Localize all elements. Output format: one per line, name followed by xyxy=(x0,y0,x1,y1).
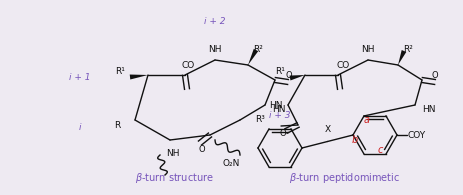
Text: i + 2: i + 2 xyxy=(204,18,226,27)
Text: i + 3: i + 3 xyxy=(269,111,291,120)
Text: i: i xyxy=(79,123,81,132)
Text: HN: HN xyxy=(422,105,436,114)
Text: c: c xyxy=(377,145,383,155)
Text: O: O xyxy=(286,71,292,80)
Text: R¹: R¹ xyxy=(115,67,125,76)
Text: CO: CO xyxy=(181,60,194,69)
Text: NH: NH xyxy=(166,150,180,159)
Text: O: O xyxy=(432,71,438,80)
Polygon shape xyxy=(398,50,407,65)
Text: b: b xyxy=(352,135,358,145)
Text: a: a xyxy=(364,115,370,125)
Polygon shape xyxy=(130,74,148,80)
Text: CO: CO xyxy=(337,60,350,69)
Text: COY: COY xyxy=(408,130,426,139)
Text: R²: R² xyxy=(403,45,413,54)
Text: HN: HN xyxy=(272,105,286,114)
Text: X: X xyxy=(325,125,331,134)
Text: i + 1: i + 1 xyxy=(69,74,91,82)
Text: HN: HN xyxy=(269,100,283,110)
Text: NH: NH xyxy=(208,45,222,54)
Text: NH: NH xyxy=(361,45,375,54)
Text: $\it{\beta}$-turn peptidomimetic: $\it{\beta}$-turn peptidomimetic xyxy=(289,171,400,185)
Text: R¹: R¹ xyxy=(275,67,285,76)
Text: R²: R² xyxy=(253,45,263,54)
Polygon shape xyxy=(248,49,258,65)
Polygon shape xyxy=(289,75,305,81)
Text: O₂N: O₂N xyxy=(223,159,240,168)
Text: O: O xyxy=(199,145,205,154)
Text: O: O xyxy=(280,129,286,137)
Text: $\it{\beta}$-turn structure: $\it{\beta}$-turn structure xyxy=(136,171,214,185)
Text: R: R xyxy=(114,121,120,129)
Text: R³: R³ xyxy=(255,115,265,124)
